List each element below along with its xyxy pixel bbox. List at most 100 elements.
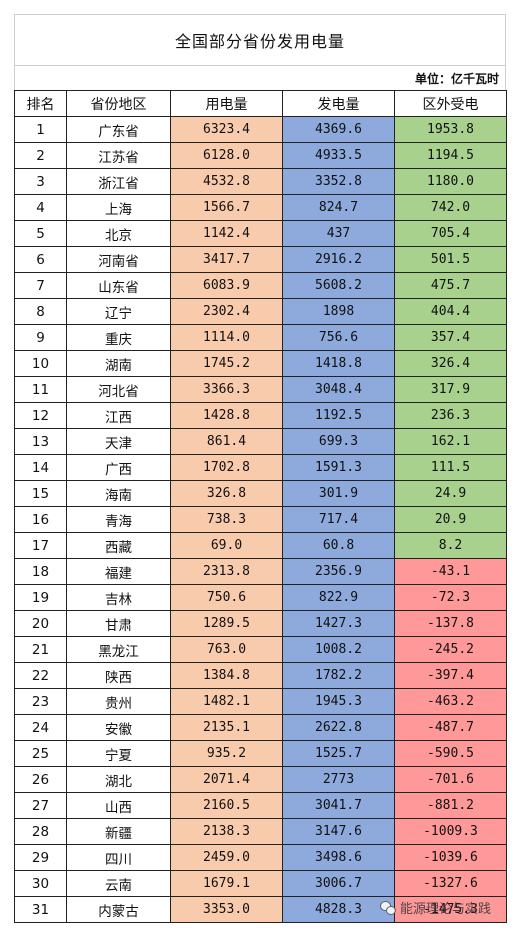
header-external: 区外受电 bbox=[394, 90, 507, 117]
table-row: 16 青海 738.3 717.4 20.9 bbox=[14, 506, 507, 533]
cell-generation: 1427.3 bbox=[282, 610, 395, 637]
cell-consumption: 2071.4 bbox=[170, 766, 283, 793]
cell-rank: 21 bbox=[14, 636, 67, 663]
table-row: 14 广西 1702.8 1591.3 111.5 bbox=[14, 454, 507, 481]
cell-province: 湖南 bbox=[66, 350, 171, 377]
table-row: 8 辽宁 2302.4 1898 404.4 bbox=[14, 298, 507, 325]
cell-consumption: 2135.1 bbox=[170, 714, 283, 741]
table-row: 17 西藏 69.0 60.8 8.2 bbox=[14, 532, 507, 559]
cell-generation: 437 bbox=[282, 220, 395, 247]
cell-generation: 4828.3 bbox=[282, 896, 395, 923]
cell-external: 8.2 bbox=[394, 532, 507, 559]
cell-external: 111.5 bbox=[394, 454, 507, 481]
cell-rank: 17 bbox=[14, 532, 67, 559]
cell-external: -463.2 bbox=[394, 688, 507, 715]
cell-rank: 26 bbox=[14, 766, 67, 793]
table-row: 29 四川 2459.0 3498.6 -1039.6 bbox=[14, 844, 507, 871]
cell-consumption: 2459.0 bbox=[170, 844, 283, 871]
cell-consumption: 1679.1 bbox=[170, 870, 283, 897]
cell-external: 20.9 bbox=[394, 506, 507, 533]
cell-consumption: 1384.8 bbox=[170, 662, 283, 689]
cell-rank: 22 bbox=[14, 662, 67, 689]
cell-rank: 5 bbox=[14, 220, 67, 247]
table-row: 26 湖北 2071.4 2773 -701.6 bbox=[14, 766, 507, 793]
cell-province: 内蒙古 bbox=[66, 896, 171, 923]
table-row: 23 贵州 1482.1 1945.3 -463.2 bbox=[14, 688, 507, 715]
cell-province: 广西 bbox=[66, 454, 171, 481]
cell-rank: 15 bbox=[14, 480, 67, 507]
cell-province: 河南省 bbox=[66, 246, 171, 273]
cell-external: 24.9 bbox=[394, 480, 507, 507]
cell-generation: 2916.2 bbox=[282, 246, 395, 273]
cell-province: 黑龙江 bbox=[66, 636, 171, 663]
wechat-icon bbox=[380, 900, 396, 915]
cell-province: 山东省 bbox=[66, 272, 171, 299]
cell-consumption: 3417.7 bbox=[170, 246, 283, 273]
cell-consumption: 2302.4 bbox=[170, 298, 283, 325]
cell-external: 404.4 bbox=[394, 298, 507, 325]
table-row: 27 山西 2160.5 3041.7 -881.2 bbox=[14, 792, 507, 819]
cell-generation: 1008.2 bbox=[282, 636, 395, 663]
cell-external: -43.1 bbox=[394, 558, 507, 585]
watermark-text: 能源理论与实践 bbox=[400, 902, 492, 917]
cell-generation: 1591.3 bbox=[282, 454, 395, 481]
cell-rank: 8 bbox=[14, 298, 67, 325]
cell-external: 317.9 bbox=[394, 376, 507, 403]
cell-consumption: 6323.4 bbox=[170, 116, 283, 143]
cell-province: 甘肃 bbox=[66, 610, 171, 637]
cell-rank: 30 bbox=[14, 870, 67, 897]
table-row: 3 浙江省 4532.8 3352.8 1180.0 bbox=[14, 168, 507, 195]
cell-consumption: 3366.3 bbox=[170, 376, 283, 403]
cell-province: 海南 bbox=[66, 480, 171, 507]
table-row: 20 甘肃 1289.5 1427.3 -137.8 bbox=[14, 610, 507, 637]
cell-rank: 27 bbox=[14, 792, 67, 819]
table-row: 25 宁夏 935.2 1525.7 -590.5 bbox=[14, 740, 507, 767]
cell-generation: 1192.5 bbox=[282, 402, 395, 429]
cell-generation: 824.7 bbox=[282, 194, 395, 221]
cell-generation: 3048.4 bbox=[282, 376, 395, 403]
cell-external: -1475.3 bbox=[394, 896, 507, 923]
cell-external: -245.2 bbox=[394, 636, 507, 663]
cell-province: 江西 bbox=[66, 402, 171, 429]
cell-external: 742.0 bbox=[394, 194, 507, 221]
cell-external: 236.3 bbox=[394, 402, 507, 429]
cell-rank: 19 bbox=[14, 584, 67, 611]
cell-province: 山西 bbox=[66, 792, 171, 819]
cell-generation: 699.3 bbox=[282, 428, 395, 455]
cell-rank: 4 bbox=[14, 194, 67, 221]
cell-province: 福建 bbox=[66, 558, 171, 585]
table-row: 28 新疆 2138.3 3147.6 -1009.3 bbox=[14, 818, 507, 845]
cell-consumption: 2138.3 bbox=[170, 818, 283, 845]
cell-generation: 2356.9 bbox=[282, 558, 395, 585]
table-row: 30 云南 1679.1 3006.7 -1327.6 bbox=[14, 870, 507, 897]
table-row: 13 天津 861.4 699.3 162.1 bbox=[14, 428, 507, 455]
table-row: 9 重庆 1114.0 756.6 357.4 bbox=[14, 324, 507, 351]
cell-consumption: 1428.8 bbox=[170, 402, 283, 429]
cell-rank: 1 bbox=[14, 116, 67, 143]
cell-consumption: 763.0 bbox=[170, 636, 283, 663]
table-body: 1 广东省 6323.4 4369.6 1953.8 2 江苏省 6128.0 4933.5 11… bbox=[14, 116, 507, 923]
cell-consumption: 738.3 bbox=[170, 506, 283, 533]
cell-external: -137.8 bbox=[394, 610, 507, 637]
cell-province: 上海 bbox=[66, 194, 171, 221]
table-row: 7 山东省 6083.9 5608.2 475.7 bbox=[14, 272, 507, 299]
cell-generation: 756.6 bbox=[282, 324, 395, 351]
cell-province: 北京 bbox=[66, 220, 171, 247]
cell-generation: 1418.8 bbox=[282, 350, 395, 377]
cell-province: 陕西 bbox=[66, 662, 171, 689]
table-row: 19 吉林 750.6 822.9 -72.3 bbox=[14, 584, 507, 611]
cell-rank: 25 bbox=[14, 740, 67, 767]
cell-generation: 1782.2 bbox=[282, 662, 395, 689]
cell-external: -881.2 bbox=[394, 792, 507, 819]
table-row: 21 黑龙江 763.0 1008.2 -245.2 bbox=[14, 636, 507, 663]
cell-rank: 14 bbox=[14, 454, 67, 481]
cell-rank: 3 bbox=[14, 168, 67, 195]
cell-external: 501.5 bbox=[394, 246, 507, 273]
cell-external: 705.4 bbox=[394, 220, 507, 247]
header-row: 排名 省份地区 用电量 发电量 区外受电 bbox=[14, 90, 507, 117]
cell-external: -701.6 bbox=[394, 766, 507, 793]
header-rank: 排名 bbox=[14, 90, 67, 117]
watermark: 能源理论与实践 bbox=[380, 898, 491, 917]
cell-rank: 11 bbox=[14, 376, 67, 403]
cell-rank: 18 bbox=[14, 558, 67, 585]
